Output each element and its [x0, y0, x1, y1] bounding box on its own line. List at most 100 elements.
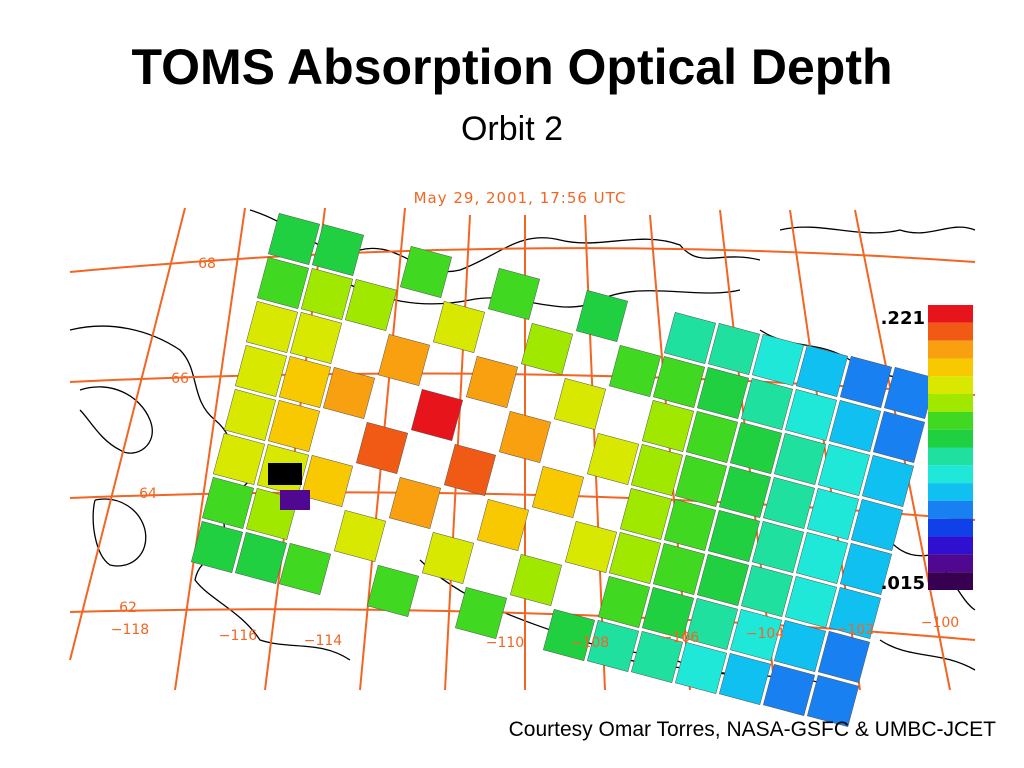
swath-pixel [839, 542, 893, 596]
swath-pixel [322, 366, 376, 420]
colorbar-cell [928, 447, 973, 466]
swath-pixel [828, 399, 882, 453]
swath-pixel [674, 641, 728, 695]
colorbar-cell [928, 483, 973, 501]
colorbar-cell [928, 518, 973, 537]
swath-pixel [256, 256, 310, 310]
colorbar-cell [928, 536, 973, 555]
swath-pixel [685, 597, 739, 651]
swath-pixel [784, 388, 838, 442]
swath-pixel [498, 410, 552, 464]
swath-pixel [696, 366, 750, 420]
swath-pixel [268, 463, 302, 485]
colorbar-cell [928, 554, 973, 573]
longitude-label: −102 [836, 622, 874, 638]
swath-pixel [234, 531, 288, 585]
coastline [92, 498, 147, 567]
swath-pixel [795, 531, 849, 585]
swath-pixel [751, 520, 805, 574]
swath-pixel [718, 652, 772, 706]
swath-pixel [707, 509, 761, 563]
longitude-label: −116 [219, 628, 258, 644]
swath-pixel [520, 322, 574, 376]
colorbar-cell [928, 411, 973, 430]
swath-pixel [487, 267, 541, 321]
colorbar-cell [928, 394, 973, 412]
slide-title: TOMS Absorption Optical Depth [131, 39, 893, 95]
swath-pixel [652, 542, 706, 596]
colorbar-cell [928, 358, 973, 377]
swath-pixel [344, 278, 398, 332]
coastline [779, 226, 976, 234]
swath-pixel [608, 344, 662, 398]
colorbar-cell [928, 322, 973, 341]
colorbar-cell [928, 429, 973, 448]
latitude-label: 66 [171, 371, 189, 387]
longitude-label: −110 [486, 635, 524, 651]
swath-pixel [608, 531, 662, 585]
swath-pixel [850, 498, 904, 552]
swath-pixel [531, 465, 585, 519]
swath-pixel [465, 355, 519, 409]
meridian [69, 207, 186, 661]
latitude-label: 68 [198, 256, 216, 272]
swath-pixel [718, 465, 772, 519]
swath-pixel [575, 289, 629, 343]
swath-pixel [377, 333, 431, 387]
swath-pixel [586, 619, 640, 673]
swath-pixel [443, 443, 497, 497]
colorbar-max-label: .221 [881, 308, 925, 329]
timestamp: May 29, 2001, 17:56 UTC [414, 189, 627, 207]
swath-pixel [663, 498, 717, 552]
swath-pixel [729, 608, 783, 662]
colorbar [928, 305, 973, 590]
swath-pixel [806, 487, 860, 541]
colorbar-cell [928, 572, 973, 590]
swath-pixel [366, 564, 420, 618]
colorbar-cell [928, 500, 973, 519]
colorbar-cell [928, 340, 973, 359]
swath-pixel [630, 443, 684, 497]
longitude-label: −106 [661, 630, 700, 646]
swath-pixel [762, 663, 816, 717]
swath-pixel [817, 443, 871, 497]
swath-pixel [333, 509, 387, 563]
swath-pixel [740, 564, 794, 618]
longitude-label: −108 [571, 635, 609, 651]
swath-pixel [542, 608, 596, 662]
latitude-label: 64 [139, 486, 157, 502]
swath-pixel [674, 454, 728, 508]
swath-pixel [245, 300, 299, 354]
swath-pixel [586, 432, 640, 486]
latitude-label: 62 [119, 600, 137, 616]
swath-pixel [300, 267, 354, 321]
swath-pixel [652, 355, 706, 409]
swath-pixel [696, 553, 750, 607]
swath-pixel [388, 476, 442, 530]
swath-pixel [267, 399, 321, 453]
swath-pixel [597, 575, 651, 629]
swath-pixel [685, 410, 739, 464]
longitude-label: −118 [111, 622, 149, 638]
parallel [69, 247, 976, 273]
swath-pixel [773, 432, 827, 486]
swath-pixel [564, 520, 618, 574]
swath-pixel [278, 355, 332, 409]
swath-pixel [234, 344, 288, 398]
longitude-label: −114 [304, 633, 343, 649]
swath-pixel [828, 586, 882, 640]
swath-pixel [311, 223, 365, 277]
colorbar-cell [928, 305, 973, 323]
swath-pixel [421, 531, 475, 585]
swath-pixel [861, 454, 915, 508]
swath-pixel [630, 630, 684, 684]
swath-pixel [839, 355, 893, 409]
colorbar-cell [928, 376, 973, 395]
credit: Courtesy Omar Torres, NASA-GSFC & UMBC-J… [508, 718, 996, 741]
swath-pixel [223, 388, 277, 442]
swath-pixel [201, 476, 255, 530]
swath-pixel [872, 410, 926, 464]
swath-pixel [454, 586, 508, 640]
